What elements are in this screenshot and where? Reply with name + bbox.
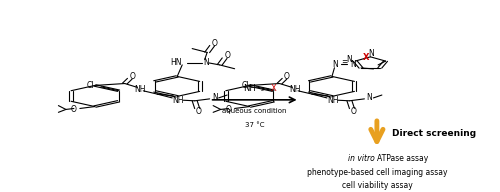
Text: Direct screening: Direct screening (392, 129, 476, 138)
Text: N: N (204, 58, 209, 66)
Text: NH: NH (327, 96, 338, 104)
Text: NH: NH (134, 85, 146, 94)
Text: NH: NH (243, 84, 256, 93)
Text: O: O (226, 105, 232, 113)
Text: O: O (350, 107, 356, 116)
Text: Cl: Cl (86, 81, 94, 90)
Text: O: O (71, 105, 77, 113)
Text: O: O (196, 107, 202, 116)
Text: =: = (342, 57, 347, 66)
Text: N: N (212, 94, 218, 102)
Text: Cl: Cl (241, 81, 248, 90)
Text: O: O (212, 39, 218, 48)
Text: X: X (363, 53, 370, 62)
Text: cell viability assay: cell viability assay (342, 181, 412, 190)
Text: aqueous condition: aqueous condition (222, 108, 287, 114)
Text: ATPase assay: ATPase assay (377, 154, 428, 163)
Text: O: O (284, 72, 290, 81)
Text: N: N (368, 50, 374, 58)
Text: NH: NH (172, 96, 184, 104)
Text: 37 °C: 37 °C (245, 122, 264, 128)
Text: HN: HN (170, 58, 182, 66)
Text: O: O (224, 51, 230, 60)
Text: N: N (332, 60, 338, 69)
Text: phenotype-based cell imaging assay: phenotype-based cell imaging assay (306, 168, 447, 177)
Text: O: O (130, 72, 135, 81)
Text: N: N (350, 60, 356, 69)
Text: 2: 2 (261, 87, 264, 92)
Text: in vitro: in vitro (348, 154, 377, 163)
Text: NH: NH (290, 85, 301, 94)
Text: X: X (270, 84, 276, 93)
Text: -: - (266, 84, 269, 93)
Text: N: N (366, 94, 372, 102)
Text: N: N (346, 55, 352, 64)
